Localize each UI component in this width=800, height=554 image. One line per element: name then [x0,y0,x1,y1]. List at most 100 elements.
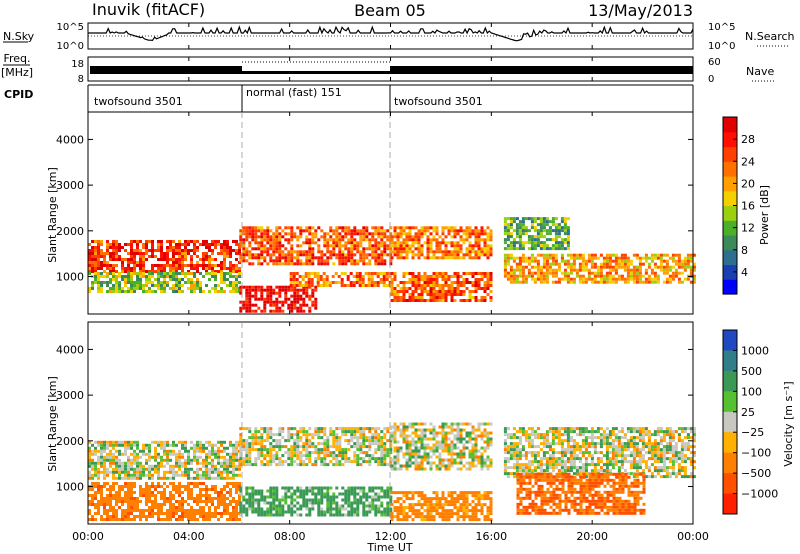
heatmap-cell [605,259,609,263]
heatmap-cell [456,431,460,435]
heatmap-cell [362,445,366,449]
heatmap-cell [106,509,109,512]
heatmap-cell [172,270,175,273]
heatmap-cell [374,436,378,440]
heatmap-cell [245,229,249,233]
heatmap-cell [235,503,238,506]
heatmap-cell [284,247,288,251]
heatmap-cell [557,232,561,236]
heatmap-cell [106,470,109,474]
heatmap-cell [563,223,567,227]
heatmap-cell [335,238,339,242]
heatmap-cell [229,255,232,258]
heatmap-cell [302,241,306,245]
heatmap-cell [329,226,333,230]
heatmap-cell [320,259,324,263]
heatmap-cell [269,247,273,251]
heatmap-cell [187,455,190,459]
heatmap-cell [242,445,246,449]
heatmap-cell [414,284,418,287]
heatmap-cell [251,463,255,467]
heatmap-cell [257,226,261,230]
heatmap-cell [408,281,412,284]
heatmap-cell [145,500,148,503]
heatmap-cell [335,486,339,490]
heatmap-cell [668,265,672,269]
heatmap-cell [411,299,415,302]
heatmap-cell [462,428,466,432]
heatmap-cell [115,503,118,506]
heatmap-cell [157,267,160,270]
heatmap-cell [88,261,91,264]
heatmap-cell [399,449,403,453]
heatmap-cell [211,515,214,518]
heatmap-cell [118,467,121,471]
heatmap-cell [355,278,359,281]
heatmap-cell [235,443,238,447]
heatmap-cell [386,454,390,458]
heatmap-cell [671,253,675,257]
heatmap-cell [193,272,196,275]
heatmap-cell [202,261,205,264]
heatmap-cell [97,264,100,267]
heatmap-cell [257,489,261,493]
heatmap-cell [317,430,321,434]
heatmap-cell [139,258,142,261]
heatmap-cell [229,281,232,284]
heatmap-cell [453,235,457,239]
heatmap-cell [444,256,448,260]
heatmap-cell [112,455,115,459]
heatmap-cell [444,497,448,501]
heatmap-cell [281,244,285,248]
heatmap-cell [160,255,163,258]
heatmap-cell [683,262,687,266]
heatmap-cell [462,515,466,519]
heatmap-cell [290,495,294,499]
heatmap-cell [444,278,448,281]
heatmap-cell [380,250,384,254]
heatmap-cell [211,470,214,474]
heatmap-cell [368,244,372,248]
heatmap-cell [305,226,309,230]
heatmap-cell [106,446,109,450]
heatmap-cell [296,433,300,437]
heatmap-cell [518,232,522,236]
heatmap-cell [305,303,309,307]
heatmap-cell [232,467,235,471]
heatmap-cell [293,439,297,443]
heatmap-cell [296,495,300,499]
heatmap-cell [435,299,439,302]
heatmap-cell [489,238,493,242]
heatmap-cell [187,473,190,477]
heatmap-cell [278,463,282,467]
heatmap-cell [408,238,412,242]
heatmap-cell [542,259,546,263]
heatmap-cell [349,284,353,287]
heatmap-cell [232,482,235,485]
heatmap-cell [377,486,381,490]
heatmap-cell [536,259,540,263]
heatmap-cell [91,464,94,468]
heatmap-cell [220,270,223,273]
heatmap-cell [557,244,561,248]
heatmap-cell [429,247,433,251]
heatmap-cell [157,485,160,488]
heatmap-cell [169,500,172,503]
heatmap-cell [266,448,270,452]
heatmap-cell [462,284,466,287]
heatmap-cell [623,256,627,260]
heatmap-cell [335,244,339,248]
heatmap-cell [248,448,252,452]
heatmap-cell [414,431,418,435]
heatmap-cell [364,284,368,287]
heatmap-cell [509,271,513,275]
heatmap-cell [127,464,130,468]
heatmap-cell [148,515,151,518]
heatmap-cell [417,437,421,441]
heatmap-cell [426,284,430,287]
heatmap-cell [459,515,463,519]
heatmap-cell [311,291,315,295]
heatmap-cell [323,454,327,458]
heatmap-cell [344,253,348,257]
heatmap-cell [284,285,288,289]
